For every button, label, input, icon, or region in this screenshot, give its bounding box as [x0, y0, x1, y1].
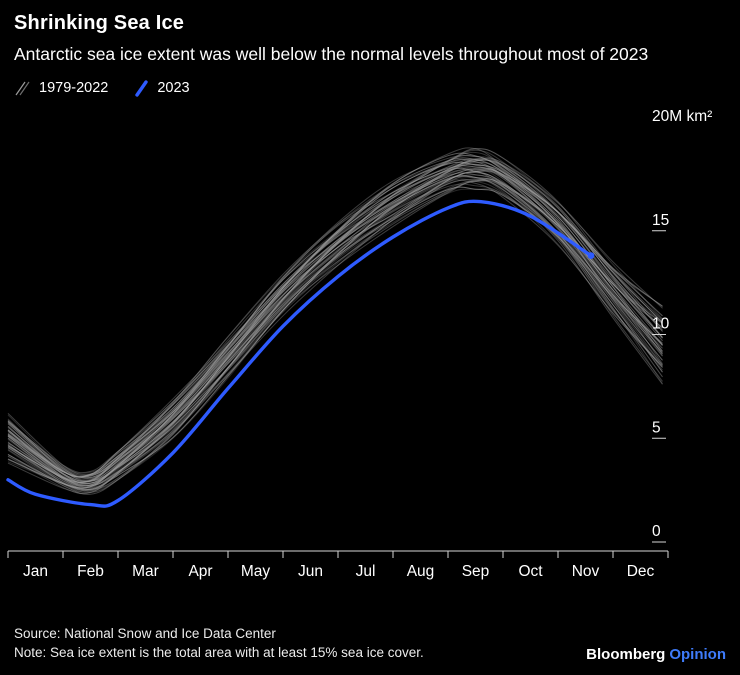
historical-year-line: [7, 170, 663, 489]
historical-year-line: [7, 152, 663, 477]
historical-year-line: [7, 173, 663, 493]
historical-year-line: [7, 151, 663, 481]
historical-lines-group: [7, 146, 663, 495]
footer-notes: Source: National Snow and Ice Data Cente…: [14, 625, 424, 663]
historical-year-line: [7, 156, 663, 477]
y-axis-label: 10: [652, 315, 670, 332]
x-axis: Jan Feb Mar Apr May Jun Jul Aug Sep Oct Nov Dec: [7, 550, 669, 580]
brand-bloomberg: Bloomberg: [586, 646, 666, 663]
x-axis-label: Jan: [23, 563, 48, 580]
historical-year-line: [7, 147, 663, 477]
historical-year-line: [7, 154, 663, 473]
historical-year-line: [7, 174, 663, 489]
y-axis-label: 0: [652, 523, 661, 540]
historical-year-line: [7, 167, 663, 482]
historical-year-line: [7, 168, 663, 484]
line-2023-swatch-icon: [135, 79, 149, 97]
historical-year-line: [7, 157, 663, 474]
x-axis-label: Aug: [407, 563, 435, 580]
x-axis-label: Dec: [627, 563, 655, 580]
historical-year-line: [7, 162, 663, 483]
x-axis-label: Jun: [298, 563, 323, 580]
historical-year-line: [7, 179, 663, 495]
historical-year-line: [7, 178, 663, 488]
swatch-line-2023: [135, 79, 149, 97]
brand-opinion: Opinion: [669, 646, 726, 663]
legend: 1979-2022 2023: [0, 79, 740, 97]
historical-year-line: [7, 157, 663, 476]
line-2023-group: [6, 199, 595, 508]
y-axis-label: 15: [652, 211, 669, 228]
historical-year-line: [7, 187, 663, 491]
legend-label-historical: 1979-2022: [39, 80, 109, 96]
historical-year-line: [7, 179, 663, 494]
y-axis-top-unit-label: 20M km²: [652, 108, 712, 125]
methodology-note: Note: Sea ice extent is the total area w…: [14, 645, 424, 661]
legend-item-historical: 1979-2022: [14, 80, 108, 97]
historical-year-line: [7, 158, 663, 478]
historical-year-line: [7, 158, 663, 484]
x-axis-label: Nov: [572, 563, 600, 580]
x-axis-label: Jul: [356, 563, 376, 580]
chart-header: Shrinking Sea Ice Antarctic sea ice exte…: [0, 12, 740, 67]
historical-year-line: [7, 149, 663, 480]
historical-year-line: [7, 161, 663, 486]
chart-title: Shrinking Sea Ice: [14, 12, 185, 34]
y-axis: 0 5 10 15 20M km²: [652, 108, 712, 542]
x-axis-label: Apr: [188, 563, 212, 580]
y-axis-label: 5: [652, 419, 661, 436]
x-axis-label: Mar: [132, 563, 159, 580]
source-note: Source: National Snow and Ice Data Cente…: [14, 626, 276, 642]
legend-item-2023: 2023: [134, 79, 190, 97]
historical-year-line: [7, 168, 663, 489]
historical-year-line: [7, 175, 663, 494]
historical-year-line: [7, 179, 663, 493]
historical-year-line: [7, 146, 663, 477]
historical-swatch-line-2: [19, 81, 30, 95]
line-2023-endpoint: [587, 251, 595, 259]
legend-label-2023: 2023: [157, 80, 190, 96]
line-2023: [6, 199, 593, 508]
historical-year-line: [7, 158, 663, 483]
historical-swatch-line: [15, 81, 26, 95]
x-axis-label: May: [241, 563, 271, 580]
chart-subtitle: Antarctic sea ice extent was well below …: [14, 44, 649, 64]
historical-year-line: [7, 166, 663, 488]
x-axis-label: Feb: [77, 563, 104, 580]
historical-lines-swatch-icon: [15, 81, 30, 95]
sea-ice-line-chart: Jan Feb Mar Apr May Jun Jul Aug Sep Oct Nov Dec 0 5 1…: [6, 108, 712, 580]
brand-logo: Bloomberg Opinion: [586, 646, 726, 663]
historical-year-line: [7, 147, 663, 475]
historical-year-line: [7, 175, 663, 485]
historical-year-line: [7, 154, 663, 483]
x-axis-label: Oct: [518, 563, 543, 580]
x-axis-label: Sep: [462, 563, 490, 580]
chart-footer: Source: National Snow and Ice Data Cente…: [0, 625, 740, 663]
